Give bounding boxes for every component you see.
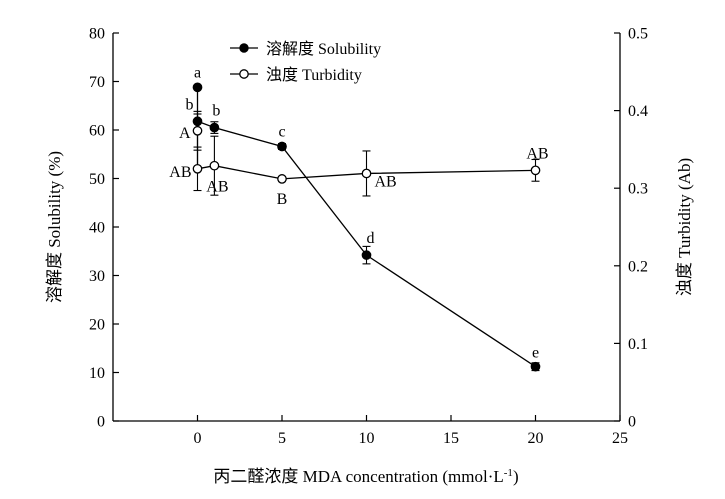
turbidity-significance-letter: AB [526, 145, 548, 162]
turbidity-point [209, 160, 220, 171]
turbidity-significance-letter: AB [169, 164, 191, 181]
x-axis-title-sup: -1 [504, 467, 513, 479]
solubility-significance-letter: d [367, 230, 375, 247]
solubility-point [277, 141, 287, 152]
right-y-tick-label: 0.1 [628, 336, 648, 353]
legend-solubility-marker [239, 43, 249, 53]
solubility-point [361, 250, 372, 260]
left-y-tick-label: 40 [89, 220, 105, 237]
x-axis-title-en: MDA concentration (mmol·L [303, 467, 504, 486]
left-y-tick-label: 10 [89, 365, 105, 382]
turbidity-point [192, 125, 203, 136]
right-y-tick-label: 0.2 [628, 258, 648, 275]
x-tick-label: 0 [194, 430, 202, 447]
turbidity-significance-letter: AB [375, 173, 397, 190]
axis-ticks: 0 5 10 15 20 250102030405060708000.10.20.30.4… [89, 26, 648, 448]
solubility-series-line [196, 87, 536, 368]
solubility-significance-letter: a [194, 64, 201, 81]
left-y-tick-label: 80 [89, 26, 105, 43]
x-axis-title-zh: 丙二醛浓度 [213, 467, 298, 486]
solubility-significance-letter: c [278, 123, 285, 140]
right-y-tick-label: 0.5 [628, 26, 648, 43]
turbidity-point [192, 163, 203, 174]
left-y-tick-label: 70 [89, 74, 105, 91]
solubility-point [192, 116, 203, 127]
right-y-axis-title: 浊度 Turbidity (Ab) [675, 158, 694, 296]
legend: 溶解度 Solubility 浊度 Turbidity [230, 40, 381, 84]
x-tick-label: 10 [359, 430, 375, 447]
left-y-tick-label: 50 [89, 171, 105, 188]
x-tick-label: 25 [612, 430, 628, 447]
right-y-tick-label: 0 [628, 414, 636, 431]
series-lines [196, 87, 536, 368]
legend-turbidity-marker [239, 69, 249, 79]
x-tick-label: 5 [278, 430, 286, 447]
solubility-significance-letter: e [532, 345, 539, 362]
plot-frame [112, 33, 621, 422]
solubility-point [530, 361, 541, 372]
left-y-tick-label: 30 [89, 268, 105, 285]
turbidity-point [277, 174, 287, 184]
turbidity-significance-letter: AB [206, 179, 228, 196]
left-y-tick-label: 60 [89, 123, 105, 140]
turbidity-significance-letter: A [179, 125, 191, 142]
legend-turbidity-label: 浊度 Turbidity [266, 66, 362, 84]
turbidity-significance-letter: B [277, 191, 288, 208]
x-axis-title-close: ) [513, 467, 519, 486]
solubility-point [192, 82, 203, 93]
legend-solubility-label: 溶解度 Solubility [266, 40, 381, 58]
left-y-tick-label: 0 [97, 414, 105, 431]
x-axis-title: 丙二醛浓度 MDA concentration (mmol·L-1) [213, 467, 518, 486]
turbidity-point [361, 168, 372, 179]
right-y-tick-label: 0.4 [628, 103, 648, 120]
left-y-axis-title: 溶解度 Solubility (%) [45, 151, 64, 303]
turbidity-point [530, 165, 541, 176]
right-y-tick-label: 0.3 [628, 181, 648, 198]
left-y-tick-label: 20 [89, 317, 105, 334]
data-markers [192, 82, 541, 372]
x-tick-label: 15 [443, 430, 459, 447]
solubility-significance-letter: b [212, 103, 220, 120]
solubility-point [209, 122, 220, 133]
x-tick-label: 20 [528, 430, 544, 447]
solubility-significance-letter: b [186, 96, 194, 113]
